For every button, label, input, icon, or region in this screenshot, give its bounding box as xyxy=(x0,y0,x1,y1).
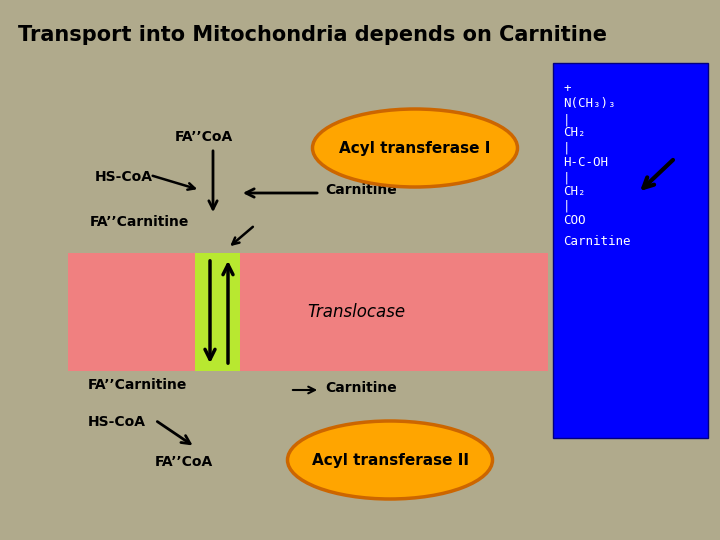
Text: Carnitine: Carnitine xyxy=(563,235,631,248)
Text: CH₂: CH₂ xyxy=(563,126,585,139)
Text: Transport into Mitochondria depends on Carnitine: Transport into Mitochondria depends on C… xyxy=(18,25,607,45)
Text: COO: COO xyxy=(563,214,585,227)
Ellipse shape xyxy=(287,421,492,499)
Text: FA’’CoA: FA’’CoA xyxy=(155,455,213,469)
Text: FA’’Carnitine: FA’’Carnitine xyxy=(88,378,187,392)
Text: |: | xyxy=(563,142,570,155)
Text: Acyl transferase II: Acyl transferase II xyxy=(312,453,469,468)
Text: |: | xyxy=(563,113,570,126)
Text: Carnitine: Carnitine xyxy=(325,183,397,197)
Text: |: | xyxy=(563,200,570,213)
Ellipse shape xyxy=(312,109,518,187)
Text: H-C-OH: H-C-OH xyxy=(563,156,608,169)
Text: Translocase: Translocase xyxy=(307,303,405,321)
Text: N(CH₃)₃: N(CH₃)₃ xyxy=(563,97,616,110)
Text: FA’’Carnitine: FA’’Carnitine xyxy=(90,215,189,229)
Text: |: | xyxy=(563,172,570,185)
Text: Carnitine: Carnitine xyxy=(325,381,397,395)
Text: FA’’CoA: FA’’CoA xyxy=(175,130,233,144)
Text: Acyl transferase I: Acyl transferase I xyxy=(339,140,491,156)
Text: HS-CoA: HS-CoA xyxy=(88,415,146,429)
Text: +: + xyxy=(563,82,570,95)
Bar xyxy=(195,253,240,371)
Text: CH₂: CH₂ xyxy=(563,185,585,198)
Bar xyxy=(68,253,548,371)
Bar xyxy=(553,63,708,438)
Text: HS-CoA: HS-CoA xyxy=(95,170,153,184)
